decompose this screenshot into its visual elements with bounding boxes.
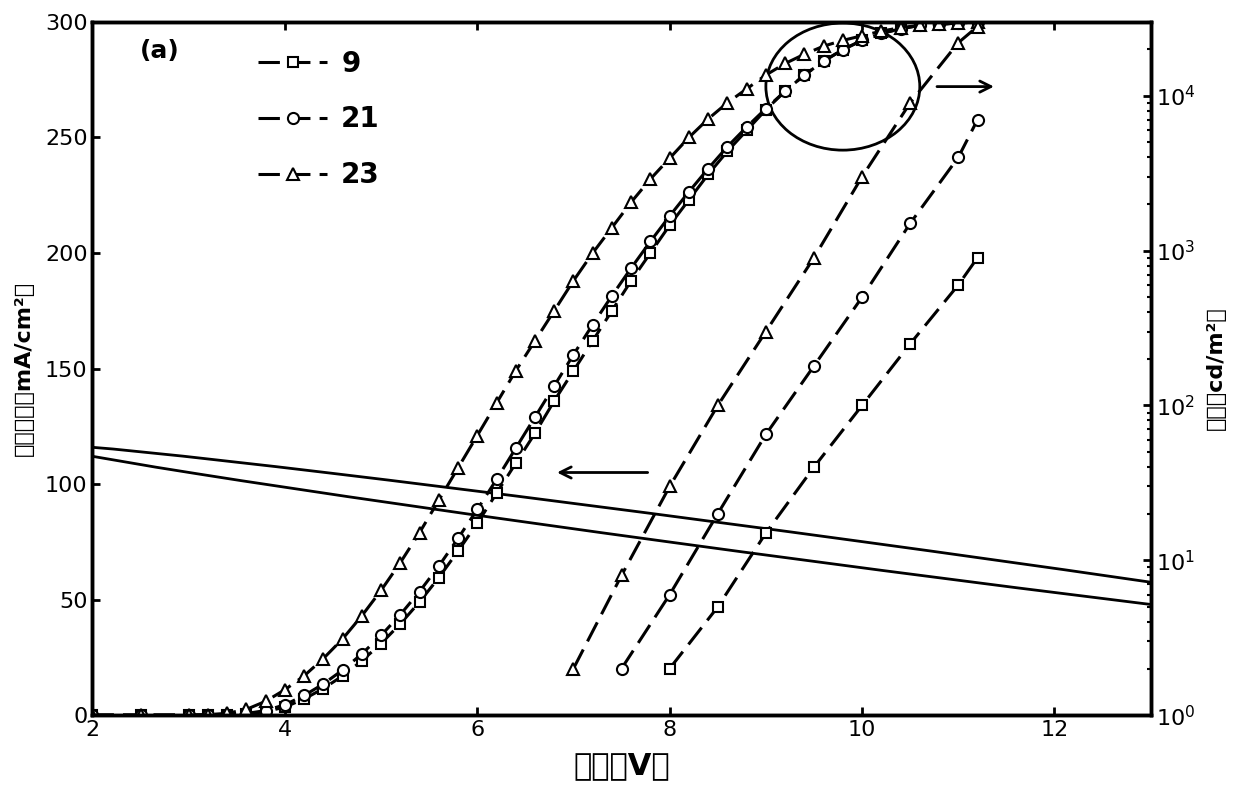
X-axis label: 电压（V）: 电压（V） <box>573 751 670 781</box>
Y-axis label: 亮度（cd/m²）: 亮度（cd/m²） <box>1207 306 1226 430</box>
Legend: 9, 21, 23: 9, 21, 23 <box>244 36 394 203</box>
Text: (a): (a) <box>140 39 180 64</box>
Y-axis label: 电流密度（mA/cm²）: 电流密度（mA/cm²） <box>14 281 33 456</box>
